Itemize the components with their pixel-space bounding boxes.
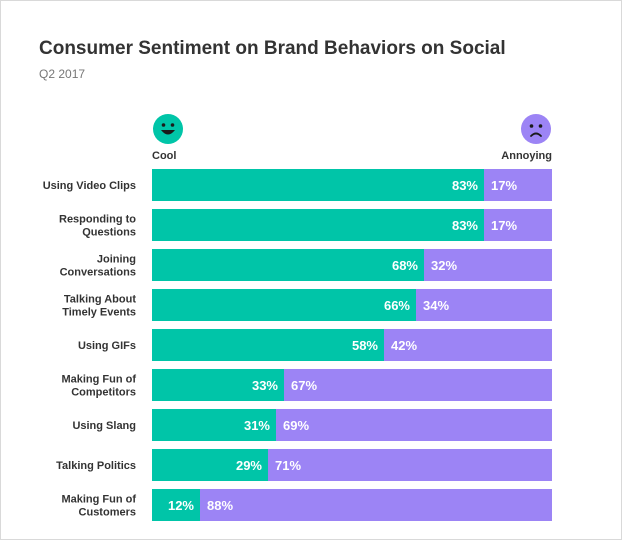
bar-annoying <box>416 289 552 321</box>
category-label: Using GIFs <box>78 340 136 352</box>
value-label-cool: 29% <box>236 458 262 473</box>
frowning-face-icon <box>521 114 551 144</box>
value-label-annoying: 69% <box>283 418 309 433</box>
chart-subtitle: Q2 2017 <box>39 67 86 81</box>
value-label-cool: 12% <box>168 498 194 513</box>
value-label-cool: 33% <box>252 378 278 393</box>
value-label-annoying: 17% <box>491 218 517 233</box>
bar-annoying <box>268 449 552 481</box>
value-label-annoying: 67% <box>291 378 317 393</box>
bar-cool <box>152 209 484 241</box>
category-label: Responding to Questions <box>59 214 136 239</box>
bar-annoying <box>284 369 552 401</box>
bar-annoying <box>384 329 552 361</box>
bar-annoying <box>424 249 552 281</box>
legend-cool-label: Cool <box>152 150 177 162</box>
bar-cool <box>152 489 200 521</box>
bar-annoying <box>484 169 552 201</box>
bar-cool <box>152 249 424 281</box>
value-label-annoying: 32% <box>431 258 457 273</box>
bar-cool <box>152 329 384 361</box>
value-label-annoying: 34% <box>423 298 449 313</box>
category-label: Using Video Clips <box>43 180 136 192</box>
chart-title: Consumer Sentiment on Brand Behaviors on… <box>39 38 506 59</box>
value-label-annoying: 17% <box>491 178 517 193</box>
smiley-face-icon <box>153 114 183 144</box>
value-label-annoying: 71% <box>275 458 301 473</box>
category-label: Joining Conversations <box>60 254 136 279</box>
bar-cool <box>152 369 284 401</box>
value-label-cool: 66% <box>384 298 410 313</box>
value-label-cool: 58% <box>352 338 378 353</box>
bar-cool <box>152 289 416 321</box>
bar-annoying <box>484 209 552 241</box>
value-label-cool: 68% <box>392 258 418 273</box>
category-label: Talking Politics <box>56 460 136 472</box>
value-label-annoying: 88% <box>207 498 233 513</box>
category-label: Making Fun of Competitors <box>61 374 136 399</box>
bar-annoying <box>276 409 552 441</box>
legend-annoying-label: Annoying <box>501 150 552 162</box>
bar-cool <box>152 449 268 481</box>
value-label-cool: 31% <box>244 418 270 433</box>
category-label: Making Fun of Customers <box>61 494 136 519</box>
bar-cool <box>152 169 484 201</box>
category-label: Using Slang <box>72 420 136 432</box>
category-label: Talking About Timely Events <box>62 294 136 319</box>
value-label-annoying: 42% <box>391 338 417 353</box>
bar-annoying <box>200 489 552 521</box>
value-label-cool: 83% <box>452 178 478 193</box>
value-label-cool: 83% <box>452 218 478 233</box>
bar-cool <box>152 409 276 441</box>
